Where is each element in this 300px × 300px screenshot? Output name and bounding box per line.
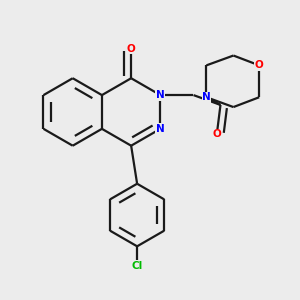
Text: N: N	[156, 124, 165, 134]
Text: O: O	[212, 129, 221, 140]
Text: N: N	[156, 90, 165, 100]
Text: N: N	[202, 92, 211, 102]
Text: Cl: Cl	[131, 261, 143, 271]
Text: O: O	[255, 60, 264, 70]
Text: O: O	[127, 44, 136, 54]
